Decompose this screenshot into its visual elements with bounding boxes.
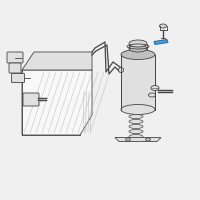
Ellipse shape [151, 86, 159, 90]
Bar [121, 54, 155, 110]
Polygon shape [115, 138, 161, 142]
Polygon shape [22, 70, 92, 135]
FancyBboxPatch shape [9, 63, 21, 73]
Ellipse shape [129, 110, 143, 114]
Ellipse shape [129, 119, 143, 123]
Ellipse shape [129, 40, 147, 47]
Ellipse shape [160, 24, 166, 28]
Ellipse shape [121, 49, 155, 60]
FancyBboxPatch shape [7, 52, 23, 63]
Ellipse shape [129, 130, 143, 134]
Ellipse shape [121, 104, 155, 114]
Ellipse shape [129, 134, 143, 138]
Ellipse shape [118, 68, 124, 72]
Polygon shape [22, 52, 92, 70]
FancyBboxPatch shape [12, 73, 24, 82]
FancyBboxPatch shape [23, 93, 39, 106]
Ellipse shape [129, 124, 143, 129]
Ellipse shape [148, 93, 156, 97]
Ellipse shape [146, 138, 151, 141]
Ellipse shape [126, 138, 130, 141]
Ellipse shape [129, 114, 143, 118]
Polygon shape [154, 40, 168, 45]
Ellipse shape [129, 45, 147, 52]
